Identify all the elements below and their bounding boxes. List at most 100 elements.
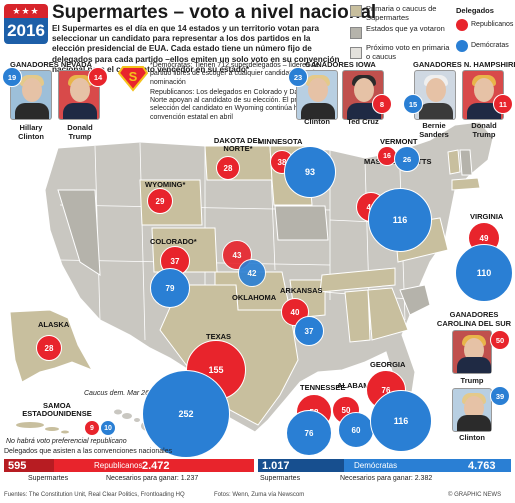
democrats-note: *Demócratas: Tienen 712 superdelegados –… [150,62,320,86]
dem-party-label: Demócratas [354,461,398,470]
alabama-shape [344,289,371,343]
label-alaska: ALASKA [38,320,70,329]
vermont-dem-bubble: 26 [394,146,420,172]
election-2016-logo: ★★★ 2016 [4,4,48,44]
winners-nh-title: GANADORES N. HAMPSHIRE [413,60,515,69]
nh-dem-name: Bernie Sanders [419,121,449,139]
party-notes: *Demócratas: Tienen 712 superdelegados –… [150,62,335,122]
minnesota-dem-bubble: 93 [284,146,336,198]
label-texas: TEXAS [206,332,232,341]
rep-party-label: Republicanos [94,461,143,470]
logo-year: 2016 [4,18,48,44]
legend-swatch-primary [350,5,362,17]
georgia-dem-bubble: 116 [370,390,432,452]
legend-democrats: Demócratas [471,42,509,49]
label-vermont: VERMONT [380,137,418,146]
clinton-photo-iowa [296,70,338,120]
samoa-rep-bubble: 9 [84,420,100,436]
virginia-dem-bubble: 110 [455,244,513,302]
iowa-rep-name: Ted Cruz [347,117,379,126]
caucus-note: Caucus dem. Mar 26 [84,390,149,397]
winners-sc-title: GANADORES CAROLINA DEL SUR [436,310,512,328]
nevada-dem-delegates: 19 [2,67,22,87]
dem-dot-icon [456,40,468,52]
label-tennessee: TENNESSEE [300,383,346,392]
dem-total-value: 4.763 [468,459,496,472]
oklahoma-rep-bubble: 43 [222,240,252,270]
page-title: Supermartes – voto a nivel nacional [52,2,377,23]
rep-super-value: 595 [8,459,27,472]
footer-brand: © GRAPHIC NEWS [448,492,502,498]
nh-dem-delegates: 15 [403,94,423,114]
new-hampshire-shape [459,149,473,176]
oklahoma-dem-bubble: 42 [238,259,266,287]
totals-label: Delegados que asisten a las convenciones… [4,448,173,455]
samoa-note: No habrá voto preferencial republicano [6,438,127,445]
footer-sources: Fuentes: The Constitution Unit, Real Cle… [4,492,185,498]
wyoming-rep-bubble: 29 [147,188,173,214]
legend-voted: Estados que ya votaron [366,24,445,33]
arkansas-dem-bubble: 37 [294,316,324,346]
sanders-photo-nh [414,70,456,120]
legend-primary: Primaria o caucus de Supermartes [366,4,437,22]
label-samoa: SAMOA ESTADOUNIDENSE [22,401,92,418]
south-carolina-shape [399,284,431,316]
nevada-dem-name: Hillary Clinton [18,123,44,141]
rep-total-value: 2.472 [142,459,170,472]
dem-super-label: Supermartes [260,475,301,482]
rep-dot-icon [456,19,468,31]
clinton-photo-nevada [10,70,52,120]
georgia-shape [367,287,409,341]
dem-super-value: 1.017 [262,459,290,472]
rep-needed-label: Necesarios para ganar: 1.237 [106,475,199,482]
rep-super-label: Supermartes [28,475,69,482]
winners-nevada-title: GANADORES NEVADA [10,60,92,69]
label-virginia: VIRGINIA [470,212,504,221]
trump-photo-nh [462,70,504,120]
trump-photo-sc [452,330,492,374]
label-georgia: GEORGIA [370,360,406,369]
iowa-dem-name: Clinton [304,117,330,126]
dem-needed-label: Necesarios para ganar: 2.382 [340,475,433,482]
massachusetts-shape [451,177,481,191]
dem-super-bar [258,459,344,472]
voted-states [57,149,473,316]
legend-swatch-voted [350,27,362,39]
label-north-dakota: DAKOTA DEL NORTE* [213,136,263,153]
rep-super-bar [4,459,54,472]
label-minnesota: MINNESOTA [258,137,303,146]
texas-dem-bubble: 252 [142,370,230,458]
nevada-shape [57,189,101,276]
samoa-dem-bubble: 10 [100,420,116,436]
sc-rep-delegates: 50 [490,330,510,350]
nh-rep-name: Donald Trump [471,121,497,139]
winners-iowa-title: GANADORES IOWA [305,60,376,69]
tennessee-shape [319,267,396,293]
north-dakota-rep-bubble: 28 [216,156,240,180]
sc-dem-delegates: 39 [490,386,510,406]
intro-text: El Supermartes es el día en que 14 estad… [52,24,340,74]
sc-dem-name: Clinton [459,433,485,442]
clinton-photo-sc [452,388,492,432]
iowa-dem-delegates: 23 [288,67,308,87]
colorado-dem-bubble: 79 [150,268,190,308]
massachusetts-dem-bubble: 116 [368,188,432,252]
tennessee-dem-bubble: 76 [286,410,332,456]
samoa-shape [16,422,69,434]
legend-swatch-next [350,47,362,59]
iowa-rep-delegates: 8 [372,94,392,114]
footer-photos: Fotos: Wenn, Zuma vía Newscom [214,492,305,498]
label-wyoming: WYOMING* [145,180,186,189]
delegates-legend-title: Delegados [456,6,494,15]
nh-rep-delegates: 11 [493,94,513,114]
logo-stars: ★★★ [4,4,48,18]
vermont-shape [447,149,461,175]
rep-total-bar [54,459,254,472]
legend-republicans: Republicanos [471,21,514,28]
label-oklahoma: OKLAHOMA [232,293,277,302]
nevada-rep-delegates: 14 [88,67,108,87]
alaska-rep-bubble: 28 [36,335,62,361]
legend-next: Próximo voto en primaria o caucus [366,43,450,61]
republicans-note: Republicanos: Los delegados en Colorado … [150,88,326,121]
label-alabama: ALABAMA [337,381,375,390]
